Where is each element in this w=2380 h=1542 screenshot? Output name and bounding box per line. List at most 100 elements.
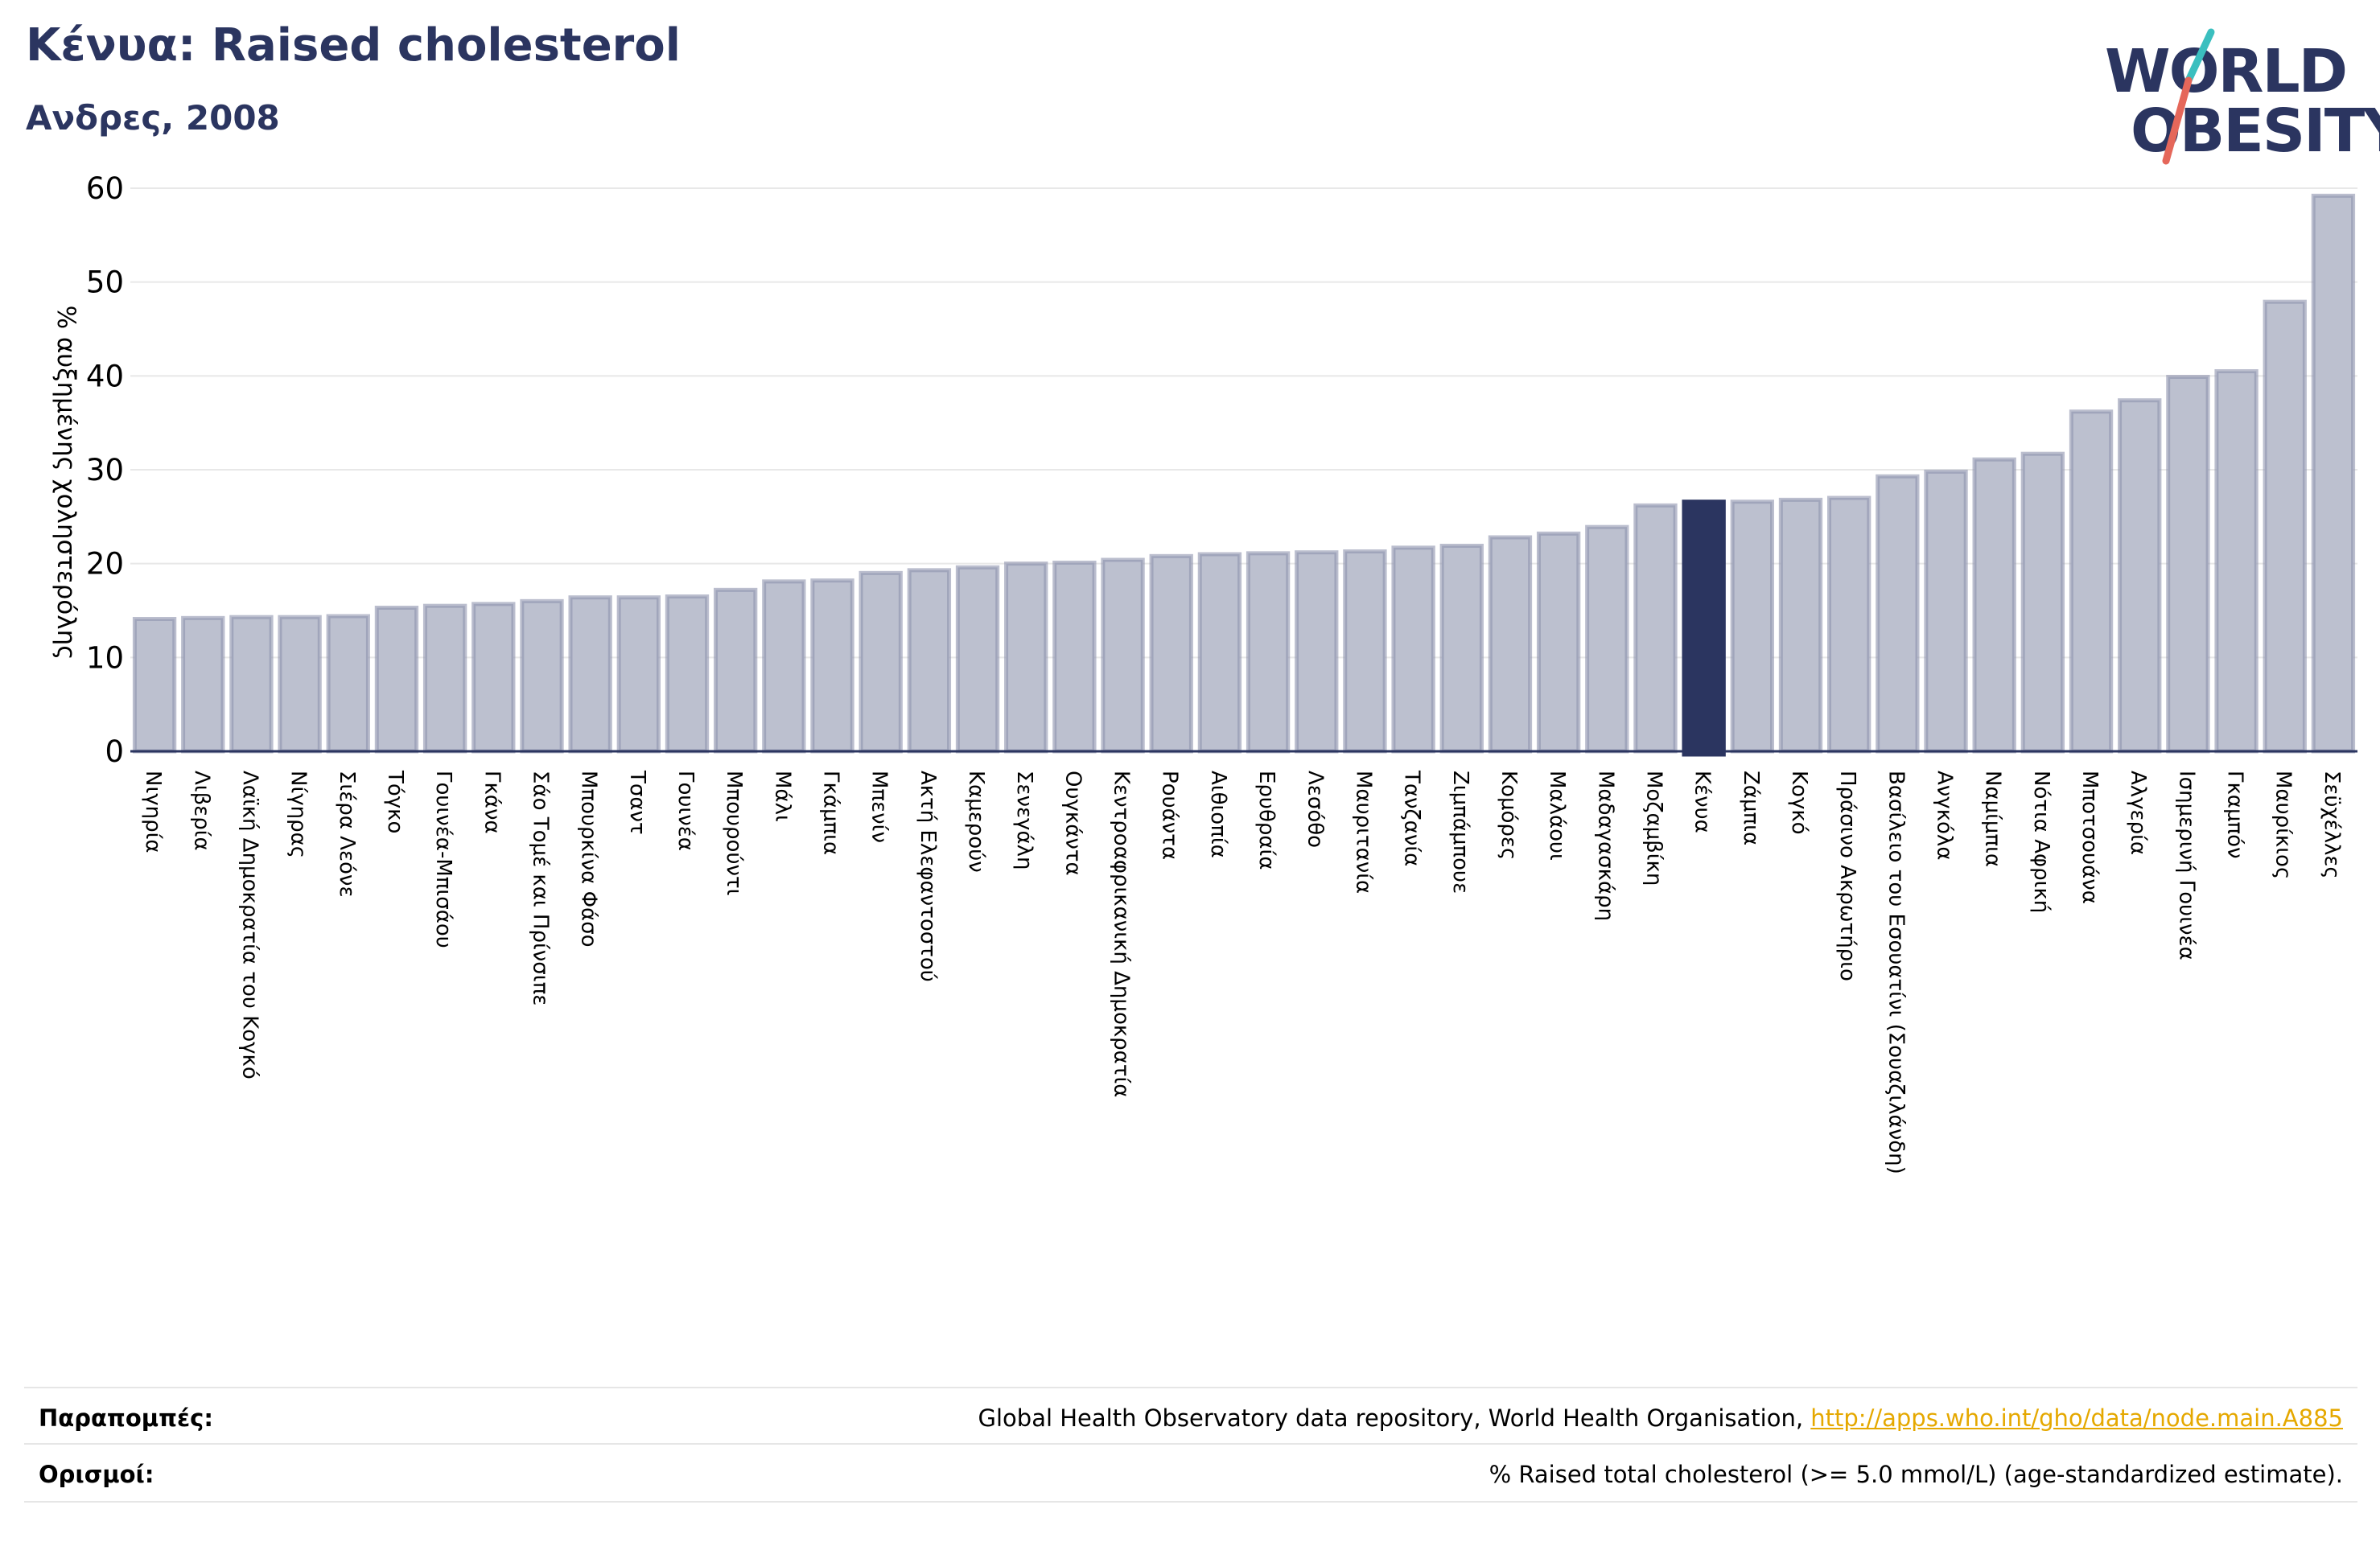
x-tick-label: Σιέρα Λεόνε <box>335 771 359 898</box>
x-tick-label: Γουινέα <box>673 771 698 851</box>
y-tick-label: 60 <box>86 171 124 206</box>
x-tick-label: Μάλι <box>770 771 794 822</box>
y-axis-label: % αυξημένης χοληστερόλης <box>51 306 80 660</box>
y-tick-label: 30 <box>86 453 124 487</box>
x-tick-label: Γουινέα-Μπισάου <box>431 771 455 948</box>
bar-19 <box>1004 561 1048 754</box>
chart-subtitle: Ανδρες, 2008 <box>26 98 280 138</box>
x-tick-label: Λιβερία <box>189 771 213 851</box>
definitions-label: Ορισμοί: <box>39 1461 154 1488</box>
bar-12 <box>665 594 710 754</box>
x-tick-label: Ουγκάντα <box>1060 771 1085 876</box>
x-tick-label: Ανγκόλα <box>1933 771 1957 860</box>
bar-23 <box>1197 552 1242 754</box>
bar-31 <box>1585 524 1629 754</box>
bar-37 <box>1876 474 1920 754</box>
logo-line1: WORLD <box>2105 37 2348 106</box>
x-tick-label: Γκάνα <box>480 771 504 834</box>
bar-28 <box>1439 544 1484 754</box>
y-tick-label: 20 <box>86 547 124 582</box>
x-tick-label: Βασίλειο του Εσουατίνι (Σουαζιλάνδη) <box>1884 771 1908 1174</box>
x-tick-label: Γκάμπια <box>819 771 843 855</box>
bar-13 <box>714 587 758 754</box>
x-tick-label: Κομόρες <box>1497 771 1521 860</box>
x-tick-label: Μπουρκίνα Φάσο <box>577 771 601 948</box>
references-value: Global Health Observatory data repositor… <box>978 1404 2343 1432</box>
x-tick-label: Ακτή Ελεφαντοστού <box>916 771 940 982</box>
bar-chart: 0 10 20 30 40 50 60 Νιγηρία Λιβερία Λαϊκή Δημοκρ… <box>51 171 2357 1174</box>
bar-5 <box>326 614 370 754</box>
y-tick-label: 0 <box>105 734 124 769</box>
bar-7 <box>422 603 467 754</box>
bar-11 <box>616 595 661 754</box>
x-axis-labels: Νιγηρία Λιβερία Λαϊκή Δημοκρατία του Κογκό… <box>141 770 2344 1174</box>
bar-2 <box>181 615 225 754</box>
bar-3 <box>229 615 274 754</box>
x-tick-label: Τόγκο <box>383 770 407 833</box>
bar-46 <box>2311 193 2356 754</box>
bar-8 <box>471 602 516 754</box>
bar-34 <box>1730 500 1774 754</box>
x-tick-label: Μπενίν <box>867 771 891 843</box>
references-text: Global Health Observatory data repositor… <box>978 1404 1811 1432</box>
x-tick-label: Νιγηρία <box>141 771 165 853</box>
logo-slash-icon <box>2162 28 2215 165</box>
references-label: Παραπομπές: <box>39 1404 213 1432</box>
x-tick-label: Μαδαγασκάρη <box>1593 771 1617 921</box>
x-tick-label: Μαυριτανία <box>1351 771 1375 894</box>
y-tick-label: 50 <box>86 265 124 300</box>
x-tick-label: Γκαμπόν <box>2223 771 2247 859</box>
bar-38 <box>1924 469 1968 754</box>
bar-36 <box>1827 495 1871 754</box>
x-tick-label: Ζάμπια <box>1739 771 1763 845</box>
references-link[interactable]: http://apps.who.int/gho/data/node.main.A… <box>1810 1404 2343 1432</box>
y-tick-label: 40 <box>86 359 124 393</box>
bar-35 <box>1778 497 1823 754</box>
x-tick-label: Σενεγάλη <box>1012 771 1036 870</box>
x-tick-label: Ερυθραία <box>1254 771 1279 870</box>
x-tick-label: Ζιμπάμπουε <box>1448 771 1472 894</box>
bar-25 <box>1295 550 1339 754</box>
bar-14 <box>762 579 806 754</box>
x-tick-label: Ναμίμπια <box>1981 771 2005 867</box>
x-tick-label: Λαϊκή Δημοκρατία του Κογκό <box>237 771 261 1079</box>
bar-42 <box>2118 398 2162 754</box>
x-tick-label: Μαλάουι <box>1545 771 1569 861</box>
bar-21 <box>1101 557 1145 754</box>
x-tick-label: Κεντροαφρικανική Δημοκρατία <box>1110 771 1134 1097</box>
bar-45 <box>2263 299 2307 754</box>
bars <box>130 193 2357 757</box>
bar-4 <box>278 615 322 754</box>
bar-43 <box>2166 375 2210 754</box>
bar-32 <box>1633 503 1678 754</box>
bar-22 <box>1149 553 1193 754</box>
x-tick-label: Καμερούν <box>964 771 988 873</box>
bar-10 <box>568 595 612 754</box>
bar-1 <box>132 617 177 754</box>
x-tick-label: Αιθιοπία <box>1206 771 1230 858</box>
bar-9 <box>520 598 564 754</box>
bar-39 <box>1972 457 2016 754</box>
x-tick-label: Ισημερινή Γουινέα <box>2174 771 2198 960</box>
bar-6 <box>374 606 419 754</box>
bar-24 <box>1246 551 1291 754</box>
x-tick-label: Μπουρούντι <box>722 771 746 895</box>
x-tick-label: Μοζαμβίκη <box>1641 771 1666 886</box>
x-tick-label: Τσαντ <box>625 770 649 835</box>
x-tick-label: Σεϋχέλλες <box>2320 771 2344 879</box>
bar-18 <box>955 565 1000 754</box>
x-tick-label: Νίγηρας <box>286 771 311 858</box>
chart-title: Κένυα: Raised cholesterol <box>26 19 681 72</box>
bar-29 <box>1488 535 1533 754</box>
bar-30 <box>1536 531 1581 754</box>
definitions-value: % Raised total cholesterol (>= 5.0 mmol/… <box>1489 1461 2343 1488</box>
bar-17 <box>907 568 952 754</box>
x-tick-label: Ρουάντα <box>1158 771 1182 860</box>
x-tick-label: Πράσινο Ακρωτήριο <box>1835 771 1859 981</box>
bar-27 <box>1391 545 1435 754</box>
bar-33 <box>1682 500 1726 757</box>
x-tick-label: Αλγερία <box>2126 771 2150 855</box>
bar-26 <box>1343 549 1387 754</box>
x-tick-label: Τανζανία <box>1400 770 1424 866</box>
x-tick-label: Λεσόθο <box>1303 771 1327 848</box>
